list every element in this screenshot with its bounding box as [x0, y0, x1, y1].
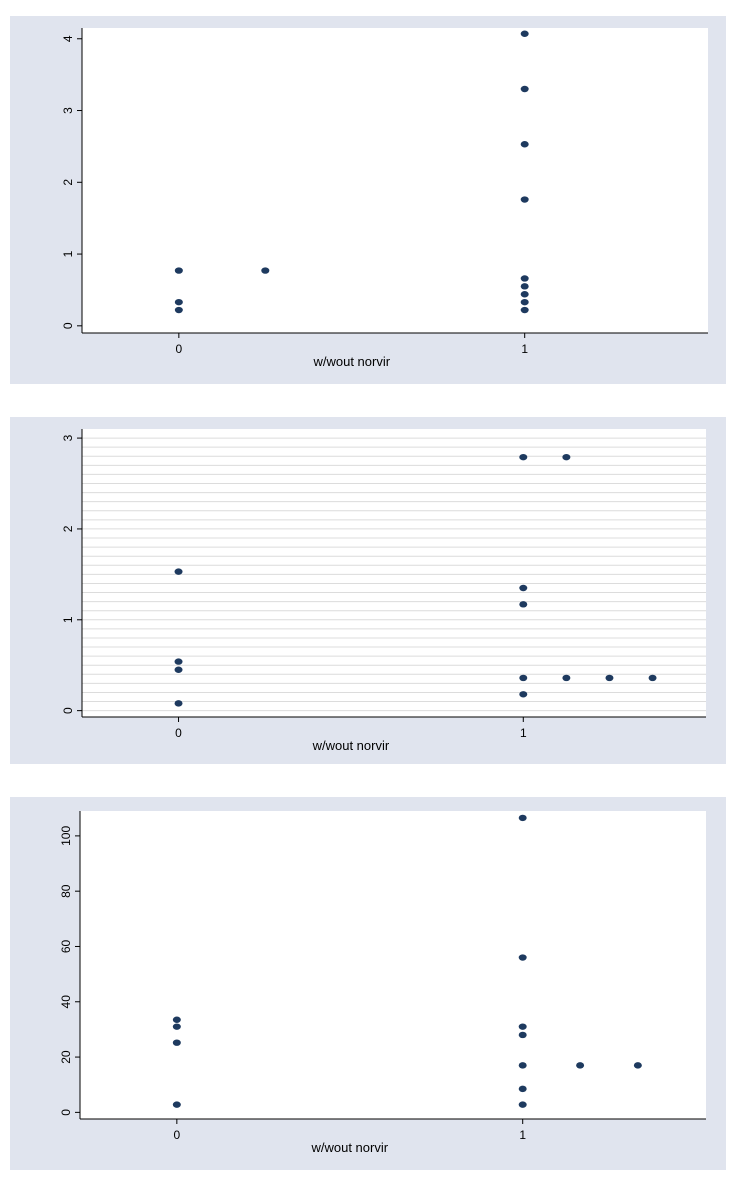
x-tick-label: 1	[519, 1128, 526, 1142]
y-tick-label: 40	[59, 995, 73, 1009]
y-tick-label: 0	[59, 1109, 73, 1116]
y-tick-label: 20	[59, 1050, 73, 1064]
scatter-point	[519, 674, 528, 682]
scatter-point	[562, 453, 571, 461]
plot-area	[82, 429, 706, 717]
x-tick-label: 1	[521, 342, 528, 356]
scatter-point	[633, 1062, 642, 1069]
scatter-point	[518, 954, 527, 961]
y-tick-label: 1	[61, 250, 75, 257]
scatter-point	[520, 30, 529, 37]
scatter-point	[648, 674, 657, 682]
x-tick-label: 1	[520, 726, 527, 740]
scatter-point	[174, 298, 183, 306]
chart-panel-1: 0 1 2 3 4 0 1 w/wout norvir	[10, 16, 726, 384]
scatter-point	[520, 275, 529, 282]
scatter-point	[172, 1016, 181, 1023]
scatter-point	[520, 291, 529, 298]
chart-svg-3: 0 20 40 60 80 100 0 1 w/wout norvir	[59, 811, 706, 1155]
scatter-point	[520, 283, 529, 290]
y-tick-label: 3	[61, 107, 75, 114]
scatter-point	[174, 658, 183, 665]
y-tick-label: 80	[59, 884, 73, 898]
y-tick-label: 100	[59, 826, 73, 846]
scatter-point	[520, 85, 529, 93]
x-tick-label: 0	[173, 1128, 180, 1142]
scatter-point	[174, 568, 183, 575]
scatter-point	[520, 298, 529, 306]
scatter-point	[518, 1085, 527, 1093]
plot-area	[82, 28, 708, 333]
chart-panel-3: 0 20 40 60 80 100 0 1 w/wout norvir	[10, 797, 726, 1170]
x-axis-title: w/wout norvir	[310, 1140, 388, 1155]
scatter-point	[519, 584, 528, 592]
scatter-point	[518, 1062, 527, 1069]
scatter-point	[172, 1023, 181, 1030]
scatter-point	[520, 196, 529, 203]
x-axis-title: w/wout norvir	[312, 738, 390, 753]
chart-panel-2: 0 1 2 3 0 1 w/wout norvir	[10, 417, 726, 764]
y-tick-label: 1	[61, 616, 75, 623]
y-tick-label: 60	[59, 939, 73, 953]
scatter-point	[520, 141, 529, 148]
scatter-point	[261, 267, 270, 274]
scatter-point	[518, 1101, 527, 1108]
scatter-point	[605, 674, 614, 682]
scatter-point	[172, 1101, 181, 1108]
y-tick-label: 2	[61, 179, 75, 186]
x-tick-label: 0	[175, 726, 182, 740]
scatter-point	[174, 700, 183, 707]
scatter-point	[172, 1039, 181, 1046]
x-tick-label: 0	[175, 342, 182, 356]
scatter-point	[562, 674, 571, 682]
scatter-point	[519, 691, 528, 698]
scatter-point	[520, 306, 529, 314]
y-tick-label: 2	[61, 525, 75, 532]
scatter-point	[576, 1062, 585, 1069]
scatter-point	[174, 666, 183, 673]
scatter-point	[519, 601, 528, 608]
scatter-point	[174, 267, 183, 274]
scatter-point	[519, 453, 528, 461]
y-tick-label: 0	[61, 322, 75, 329]
x-axis-title: w/wout norvir	[312, 354, 390, 369]
scatter-point	[518, 1031, 527, 1039]
scatter-point	[174, 306, 183, 314]
y-tick-label: 0	[61, 707, 75, 714]
chart-svg-1: 0 1 2 3 4 0 1 w/wout norvir	[61, 28, 708, 369]
scatter-point	[518, 814, 527, 822]
y-tick-label: 3	[61, 434, 75, 441]
scatter-point	[518, 1023, 527, 1030]
y-tick-label: 4	[61, 35, 75, 42]
plot-area	[80, 811, 706, 1119]
chart-svg-2: 0 1 2 3 0 1 w/wout norvir	[61, 429, 706, 753]
